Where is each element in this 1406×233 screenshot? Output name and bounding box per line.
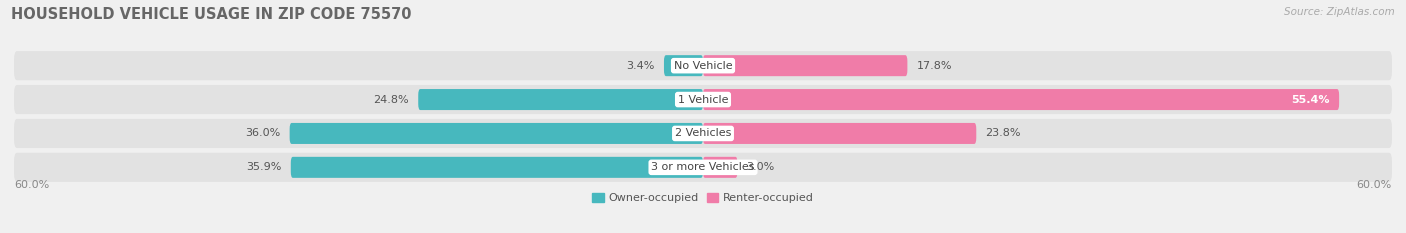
Text: 35.9%: 35.9% xyxy=(246,162,281,172)
Text: 36.0%: 36.0% xyxy=(245,128,280,138)
Text: 3.4%: 3.4% xyxy=(627,61,655,71)
FancyBboxPatch shape xyxy=(703,123,976,144)
FancyBboxPatch shape xyxy=(418,89,703,110)
FancyBboxPatch shape xyxy=(703,55,907,76)
FancyBboxPatch shape xyxy=(290,123,703,144)
Text: 2 Vehicles: 2 Vehicles xyxy=(675,128,731,138)
FancyBboxPatch shape xyxy=(291,157,703,178)
FancyBboxPatch shape xyxy=(664,55,703,76)
FancyBboxPatch shape xyxy=(14,153,1392,182)
Text: No Vehicle: No Vehicle xyxy=(673,61,733,71)
Legend: Owner-occupied, Renter-occupied: Owner-occupied, Renter-occupied xyxy=(588,188,818,208)
Text: 17.8%: 17.8% xyxy=(917,61,952,71)
Text: 3.0%: 3.0% xyxy=(747,162,775,172)
Text: 60.0%: 60.0% xyxy=(1357,180,1392,190)
Text: HOUSEHOLD VEHICLE USAGE IN ZIP CODE 75570: HOUSEHOLD VEHICLE USAGE IN ZIP CODE 7557… xyxy=(11,7,412,22)
Text: 55.4%: 55.4% xyxy=(1292,95,1330,105)
Text: 1 Vehicle: 1 Vehicle xyxy=(678,95,728,105)
Text: Source: ZipAtlas.com: Source: ZipAtlas.com xyxy=(1284,7,1395,17)
Text: 23.8%: 23.8% xyxy=(986,128,1021,138)
Text: 24.8%: 24.8% xyxy=(374,95,409,105)
FancyBboxPatch shape xyxy=(703,89,1339,110)
Text: 3 or more Vehicles: 3 or more Vehicles xyxy=(651,162,755,172)
FancyBboxPatch shape xyxy=(14,85,1392,114)
FancyBboxPatch shape xyxy=(14,119,1392,148)
Text: 60.0%: 60.0% xyxy=(14,180,49,190)
FancyBboxPatch shape xyxy=(14,51,1392,80)
FancyBboxPatch shape xyxy=(703,157,738,178)
